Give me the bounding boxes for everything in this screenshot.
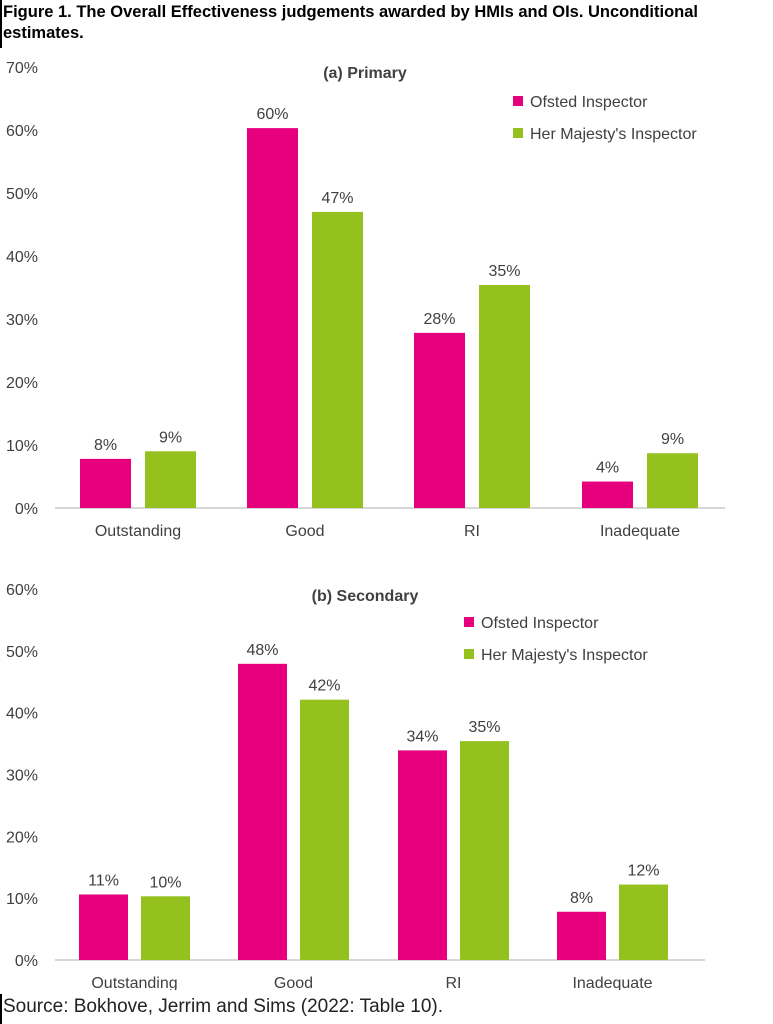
x-tick-label: Outstanding	[95, 523, 181, 540]
x-tick-label: RI	[446, 975, 462, 990]
data-label: 47%	[321, 190, 353, 207]
bar-ofsted-inspector-good	[238, 663, 287, 960]
bar-her-majesty-s-inspector-inadequate	[619, 884, 668, 960]
source-note: Source: Bokhove, Jerrim and Sims (2022: …	[3, 996, 444, 1017]
data-label: 48%	[246, 642, 278, 659]
data-label: 9%	[661, 431, 684, 448]
data-label: 35%	[468, 719, 500, 736]
data-label: 12%	[627, 863, 659, 880]
data-label: 42%	[308, 678, 340, 695]
x-tick-label: Good	[274, 975, 313, 990]
y-tick-label: 30%	[6, 312, 38, 329]
data-label: 34%	[406, 728, 438, 745]
y-tick-label: 40%	[6, 249, 38, 266]
y-tick-label: 30%	[6, 768, 38, 785]
bar-ofsted-inspector-outstanding	[79, 894, 128, 960]
y-tick-label: 10%	[6, 891, 38, 908]
x-tick-label: RI	[464, 523, 480, 540]
bar-her-majesty-s-inspector-inadequate	[647, 453, 698, 508]
legend-label: Her Majesty's Inspector	[481, 647, 648, 664]
legend-swatch	[513, 96, 523, 106]
data-label: 9%	[159, 429, 182, 446]
secondary-chart: 0% 10% 20% 30% 40% 50% 60% (b) Secondary 11% 10% O…	[0, 570, 773, 990]
data-label: 8%	[94, 437, 117, 454]
primary-chart: 0% 10% 20% 30% 40% 50% 60% 70% (a) Primary 8% 9% Ou…	[0, 50, 773, 560]
legend-swatch	[464, 617, 474, 627]
bar-ofsted-inspector-good	[247, 128, 298, 509]
y-tick-label: 60%	[6, 123, 38, 140]
y-tick-label: 60%	[6, 582, 38, 599]
bar-her-majesty-s-inspector-ri	[460, 741, 509, 960]
legend-label: Ofsted Inspector	[530, 94, 648, 111]
legend-label: Her Majesty's Inspector	[530, 126, 697, 143]
bar-ofsted-inspector-ri	[414, 332, 465, 508]
y-tick-label: 10%	[6, 438, 38, 455]
x-tick-label: Inadequate	[572, 975, 652, 990]
y-tick-label: 40%	[6, 706, 38, 723]
chart-svg: 0% 10% 20% 30% 40% 50% 60% 70% (a) Primary 8% 9% Ou…	[6, 60, 725, 540]
data-label: 60%	[256, 106, 288, 123]
bar-her-majesty-s-inspector-good	[300, 699, 349, 960]
y-tick-label: 0%	[15, 953, 38, 970]
legend-swatch	[513, 128, 523, 138]
x-tick-label: Good	[285, 523, 324, 540]
legend-swatch	[464, 649, 474, 659]
bar-ofsted-inspector-outstanding	[80, 458, 131, 508]
bar-ofsted-inspector-inadequate	[557, 911, 606, 960]
data-label: 11%	[88, 872, 119, 889]
y-tick-label: 70%	[6, 60, 38, 77]
chart-title: (b) Secondary	[312, 588, 419, 605]
bar-her-majesty-s-inspector-good	[312, 211, 363, 508]
bar-ofsted-inspector-inadequate	[582, 481, 633, 508]
left-border	[0, 0, 2, 48]
chart-svg: 0% 10% 20% 30% 40% 50% 60% (b) Secondary 11% 10% O…	[6, 582, 705, 990]
y-tick-label: 0%	[15, 501, 38, 518]
y-tick-label: 50%	[6, 186, 38, 203]
data-label: 4%	[596, 460, 619, 477]
chart-title: (a) Primary	[323, 65, 407, 82]
bar-her-majesty-s-inspector-ri	[479, 284, 530, 508]
data-label: 8%	[570, 890, 593, 907]
bar-her-majesty-s-inspector-outstanding	[145, 451, 196, 508]
y-tick-label: 20%	[6, 829, 38, 846]
data-label: 28%	[423, 311, 455, 328]
x-tick-label: Outstanding	[91, 975, 177, 990]
data-label: 35%	[488, 263, 520, 280]
x-tick-label: Inadequate	[600, 523, 680, 540]
bar-ofsted-inspector-ri	[398, 750, 447, 960]
left-border-bottom	[0, 994, 2, 1024]
figure-title: Figure 1. The Overall Effectiveness judg…	[3, 3, 698, 42]
bar-her-majesty-s-inspector-outstanding	[141, 896, 190, 960]
data-label: 10%	[149, 874, 181, 891]
legend-label: Ofsted Inspector	[481, 615, 599, 632]
y-tick-label: 50%	[6, 644, 38, 661]
y-tick-label: 20%	[6, 375, 38, 392]
